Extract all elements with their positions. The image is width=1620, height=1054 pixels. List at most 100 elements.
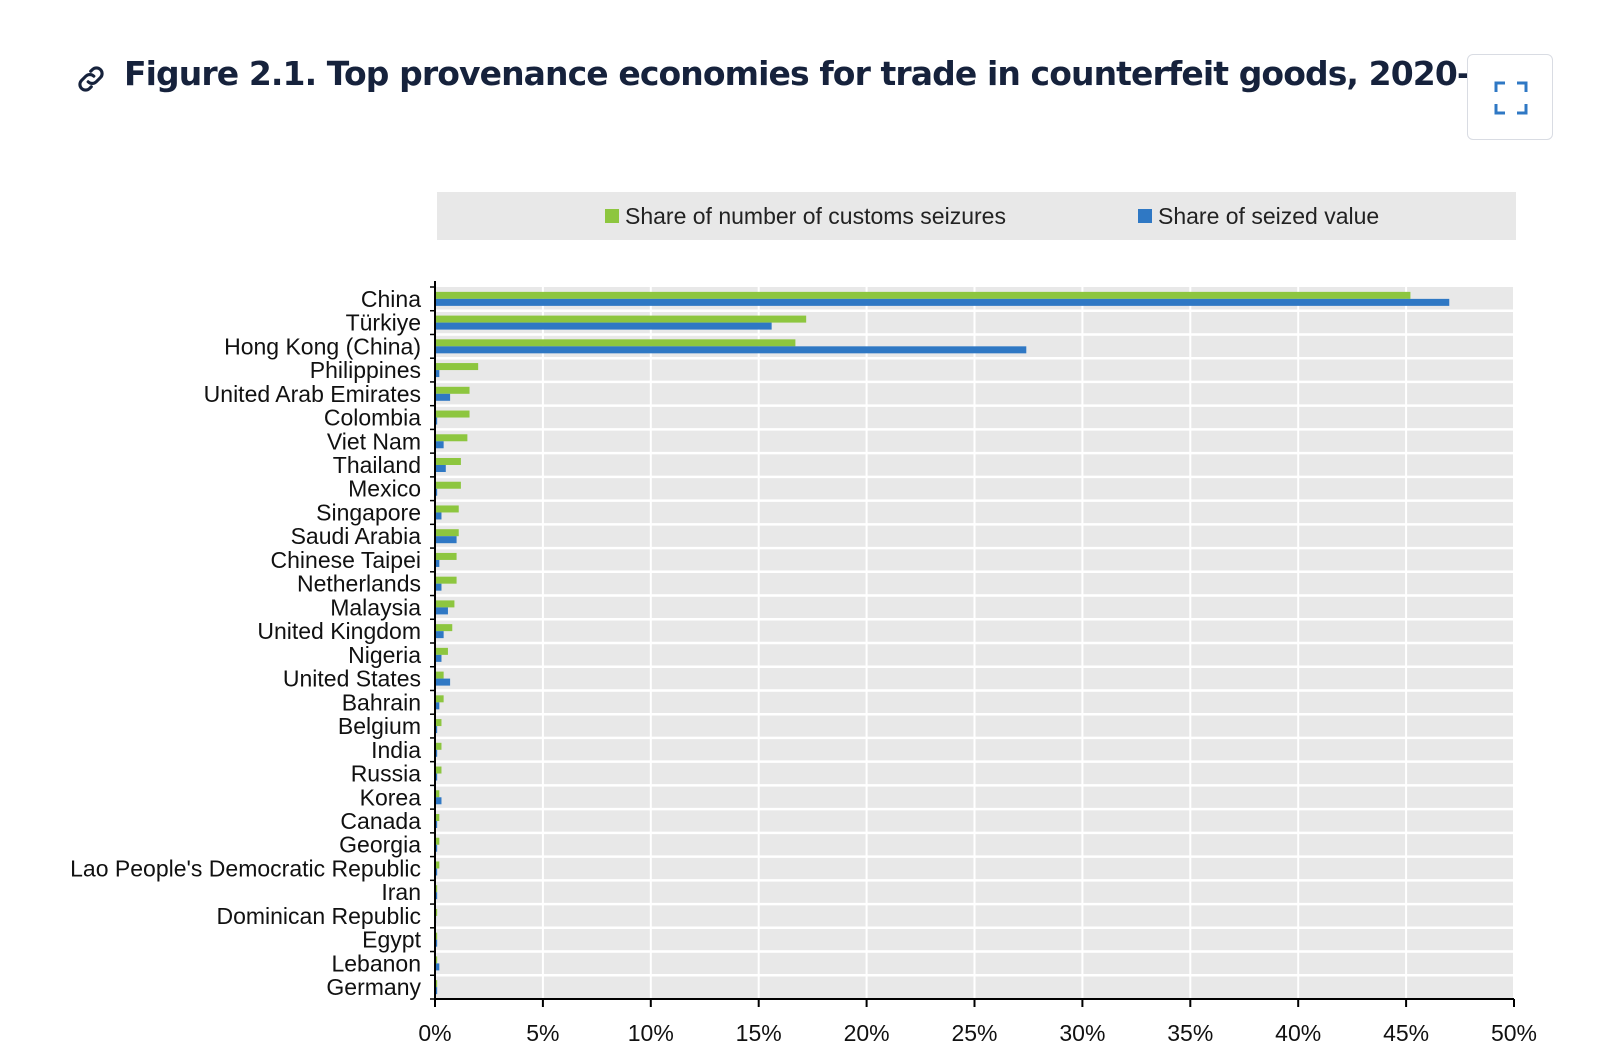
legend-swatch-seizures	[605, 209, 619, 223]
x-tick-label: 30%	[1059, 1020, 1105, 1046]
category-label: Iran	[381, 879, 421, 905]
bar-seizures	[435, 363, 479, 371]
legend-label-value: Share of seized value	[1158, 202, 1380, 229]
bar-seizures	[435, 291, 1411, 299]
bar-value	[435, 678, 451, 686]
figure-header: Figure 2.1. Top provenance economies for…	[0, 0, 1620, 150]
category-label: Saudi Arabia	[291, 523, 422, 549]
category-label: Singapore	[316, 499, 421, 525]
bar-seizures	[435, 481, 461, 489]
category-label: Thailand	[333, 452, 421, 478]
category-label: India	[371, 737, 421, 763]
category-label: United Arab Emirates	[204, 381, 421, 407]
bar-value	[435, 512, 442, 520]
legend-label-seizures: Share of number of customs seizures	[625, 202, 1006, 229]
category-label: Lao People's Democratic Republic	[70, 855, 421, 881]
bar-seizures	[435, 386, 470, 394]
category-label: Malaysia	[330, 594, 421, 620]
bar-seizures	[435, 790, 440, 798]
bar-seizures	[435, 719, 442, 727]
bar-seizures	[435, 671, 444, 679]
x-tick-label: 0%	[418, 1020, 451, 1046]
bar-value	[435, 892, 438, 900]
bar-value	[435, 488, 438, 496]
bar-seizures	[435, 458, 461, 465]
bar-seizures	[435, 908, 438, 916]
bar-seizures	[435, 980, 438, 988]
category-label: Colombia	[324, 405, 421, 431]
bar-seizures	[435, 766, 442, 774]
legend-item-seizures: Share of number of customs seizures	[605, 192, 1006, 240]
bar-value	[435, 583, 442, 591]
bar-seizures	[435, 624, 453, 632]
bar-value	[435, 963, 440, 971]
bar-value	[435, 559, 440, 567]
bar-seizures	[435, 315, 807, 323]
category-label: Türkiye	[346, 310, 421, 336]
bar-seizures	[435, 742, 442, 750]
bar-value	[435, 298, 1450, 306]
category-label: United States	[283, 666, 421, 692]
bar-value	[435, 987, 438, 995]
bar-seizures	[435, 600, 455, 608]
x-tick-label: 50%	[1491, 1020, 1537, 1046]
x-tick-label: 20%	[844, 1020, 890, 1046]
category-label: Germany	[326, 974, 421, 1000]
bar-seizures	[435, 861, 440, 869]
bar-seizures	[435, 647, 448, 655]
bar-value	[435, 939, 438, 947]
legend-swatch-value	[1138, 209, 1152, 223]
category-label: Philippines	[310, 357, 421, 383]
category-label: United Kingdom	[257, 618, 421, 644]
bar-seizures	[435, 837, 440, 845]
bar-value	[435, 465, 446, 472]
bar-value	[435, 821, 438, 828]
category-label: Chinese Taipei	[271, 547, 421, 573]
x-tick-label: 15%	[736, 1020, 782, 1046]
x-tick-label: 5%	[526, 1020, 559, 1046]
bar-seizures	[435, 410, 470, 418]
category-label: Belgium	[338, 713, 421, 739]
bar-seizures	[435, 695, 444, 703]
bar-seizures	[435, 529, 459, 537]
x-tick-label: 45%	[1383, 1020, 1429, 1046]
category-label: Canada	[340, 808, 421, 834]
bar-value	[435, 726, 438, 734]
category-label: Netherlands	[297, 571, 421, 597]
chart-legend: Share of number of customs seizures Shar…	[437, 192, 1516, 240]
bar-value	[435, 702, 440, 710]
expand-icon	[1494, 81, 1528, 115]
category-label: Korea	[360, 784, 422, 810]
bar-value	[435, 346, 1027, 354]
bar-value	[435, 631, 444, 639]
category-label: Bahrain	[342, 689, 421, 715]
link-icon[interactable]	[74, 62, 108, 96]
category-label: Russia	[351, 761, 422, 787]
figure-title: Figure 2.1. Top provenance economies for…	[124, 54, 1515, 93]
bar-value	[435, 749, 438, 757]
x-tick-label: 10%	[628, 1020, 674, 1046]
bar-seizures	[435, 814, 440, 821]
bar-value	[435, 797, 442, 805]
category-label: Georgia	[339, 832, 421, 858]
category-label: China	[361, 286, 421, 312]
x-tick-label: 40%	[1275, 1020, 1321, 1046]
category-label: Mexico	[348, 476, 421, 502]
category-label: Egypt	[362, 927, 421, 953]
bar-seizures	[435, 339, 796, 347]
bar-seizures	[435, 932, 438, 940]
legend-item-value: Share of seized value	[1138, 192, 1379, 240]
category-label: Dominican Republic	[216, 903, 421, 929]
bar-value	[435, 536, 457, 544]
bar-value	[435, 607, 448, 615]
bar-seizures	[435, 505, 459, 513]
bar-seizures	[435, 956, 438, 964]
bar-value	[435, 844, 438, 852]
bar-value	[435, 393, 451, 401]
bar-value	[435, 322, 772, 330]
category-label: Hong Kong (China)	[224, 333, 421, 359]
bar-value	[435, 370, 440, 378]
expand-button[interactable]	[1467, 54, 1553, 140]
bar-seizures	[435, 885, 438, 893]
